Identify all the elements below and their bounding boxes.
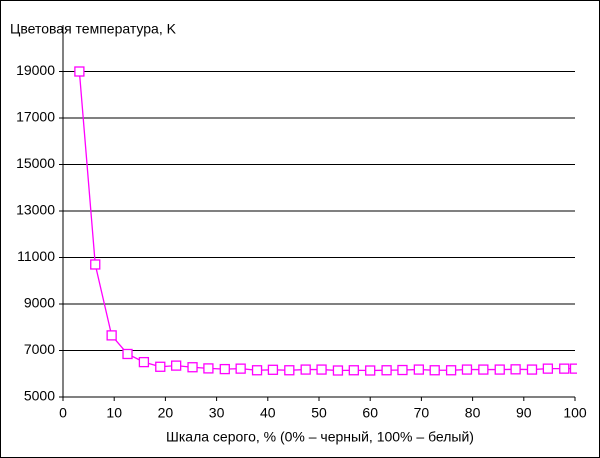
x-tick-label: 50 [311, 405, 327, 421]
marker [494, 364, 505, 375]
chart-title: Цветовая температура, K [10, 21, 177, 37]
marker [155, 361, 166, 372]
x-tick-label: 80 [465, 405, 481, 421]
x-tick-label: 10 [106, 405, 122, 421]
series [74, 66, 577, 376]
marker [478, 364, 489, 375]
marker [300, 364, 311, 375]
marker [429, 365, 440, 376]
marker [235, 363, 246, 374]
marker [74, 66, 85, 77]
marker [187, 362, 198, 373]
marker [219, 363, 230, 375]
marker [559, 363, 570, 374]
marker [106, 330, 117, 341]
marker [397, 364, 408, 376]
y-tick-label: 11000 [17, 248, 55, 264]
x-tick-label: 60 [362, 405, 378, 421]
marker [381, 365, 392, 376]
x-tick-label: 70 [414, 405, 430, 421]
marker [445, 365, 457, 376]
x-tick-label: 90 [516, 405, 532, 421]
marker [171, 360, 182, 371]
marker [138, 356, 150, 368]
x-tick-label: 20 [158, 405, 174, 421]
x-tick-label: 30 [209, 405, 225, 421]
y-tick-label: 13000 [16, 202, 55, 218]
marker [90, 259, 101, 270]
y-tick-label: 5000 [24, 388, 55, 404]
x-tick-label: 40 [260, 405, 276, 421]
marker [284, 365, 295, 376]
marker [251, 365, 263, 376]
x-tick-label: 100 [563, 405, 587, 421]
marker [569, 363, 577, 374]
marker [267, 364, 279, 375]
y-tick-label: 17000 [16, 109, 55, 125]
y-tick-label: 19000 [16, 62, 55, 78]
marker [526, 364, 538, 375]
marker [122, 348, 133, 360]
marker [413, 364, 424, 375]
y-tick-label: 15000 [16, 155, 55, 171]
x-tick-label: 0 [59, 405, 67, 421]
marker [461, 364, 473, 375]
marker [542, 363, 554, 374]
marker [203, 363, 214, 374]
marker [348, 365, 359, 376]
y-tick-label: 7000 [24, 341, 55, 357]
marker [365, 365, 376, 376]
marker [316, 364, 327, 375]
x-axis-label: Шкала серого, % (0% – черный, 100% – бел… [166, 429, 474, 445]
marker [332, 365, 344, 376]
marker [510, 364, 521, 375]
y-tick-label: 9000 [24, 295, 55, 311]
